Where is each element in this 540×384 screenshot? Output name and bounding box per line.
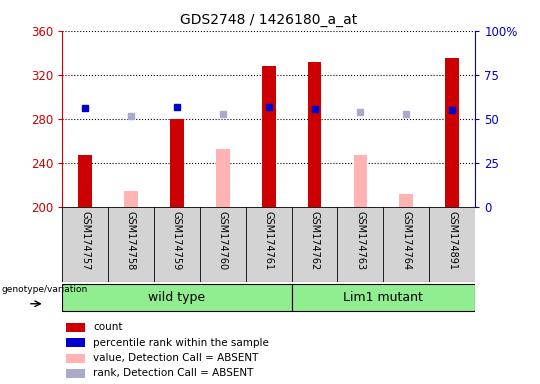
Bar bbox=[66, 369, 85, 378]
Text: GSM174757: GSM174757 bbox=[80, 211, 90, 270]
Text: GSM174760: GSM174760 bbox=[218, 211, 228, 270]
Bar bbox=[170, 119, 184, 207]
Text: genotype/variation: genotype/variation bbox=[1, 285, 87, 295]
Text: GSM174891: GSM174891 bbox=[447, 211, 457, 270]
Text: GSM174761: GSM174761 bbox=[264, 211, 274, 270]
Bar bbox=[66, 338, 85, 348]
Title: GDS2748 / 1426180_a_at: GDS2748 / 1426180_a_at bbox=[180, 13, 357, 27]
Bar bbox=[66, 323, 85, 332]
Text: GSM174759: GSM174759 bbox=[172, 211, 182, 270]
Bar bbox=[446, 58, 459, 207]
Text: Lim1 mutant: Lim1 mutant bbox=[343, 291, 423, 304]
Bar bbox=[354, 156, 367, 207]
Text: value, Detection Call = ABSENT: value, Detection Call = ABSENT bbox=[93, 353, 259, 363]
Text: GSM174758: GSM174758 bbox=[126, 211, 136, 270]
Bar bbox=[262, 66, 275, 207]
Bar bbox=[124, 191, 138, 207]
Text: wild type: wild type bbox=[148, 291, 205, 304]
Text: GSM174764: GSM174764 bbox=[401, 211, 411, 270]
Bar bbox=[216, 149, 229, 207]
Text: count: count bbox=[93, 322, 123, 332]
Bar bbox=[400, 194, 413, 207]
Bar bbox=[62, 284, 292, 311]
Text: rank, Detection Call = ABSENT: rank, Detection Call = ABSENT bbox=[93, 368, 253, 378]
Bar bbox=[292, 284, 475, 311]
Text: percentile rank within the sample: percentile rank within the sample bbox=[93, 338, 269, 348]
Text: GSM174763: GSM174763 bbox=[355, 211, 366, 270]
Bar bbox=[66, 354, 85, 362]
Bar bbox=[308, 61, 321, 207]
Text: GSM174762: GSM174762 bbox=[309, 211, 320, 270]
Bar bbox=[78, 156, 92, 207]
